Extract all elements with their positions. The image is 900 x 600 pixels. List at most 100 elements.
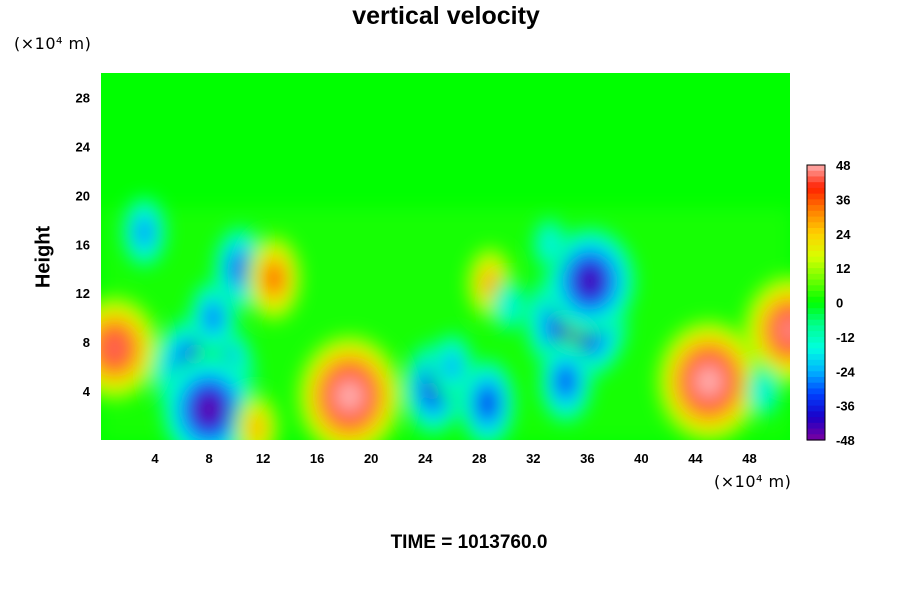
x-tick-label: 48 (742, 451, 756, 466)
colorbar-segment (807, 285, 825, 292)
colorbar-tick-label: 12 (836, 261, 850, 276)
colorbar-tick-label: 48 (836, 158, 850, 173)
y-tick-label: 12 (76, 286, 90, 301)
chart-title: vertical velocity (352, 2, 540, 30)
colorbar-tick-label: -24 (836, 364, 856, 379)
colorbar-segment (807, 411, 825, 418)
colorbar-segment (807, 336, 825, 344)
colorbar-segment (807, 365, 825, 372)
colorbar-segment (807, 331, 825, 338)
colorbar-segment (807, 313, 825, 321)
colorbar-segment (807, 222, 825, 229)
colorbar-segment (807, 245, 825, 252)
colorbar-segment (807, 216, 825, 223)
colorbar-tick-label: 36 (836, 192, 850, 207)
colorbar-tick-label: 0 (836, 296, 843, 311)
y-tick-label: 28 (76, 90, 90, 105)
colorbar-segment (807, 182, 825, 189)
colorbar-segment (807, 405, 825, 412)
colorbar-segment (807, 228, 825, 235)
x-tick-label: 32 (526, 451, 540, 466)
colorbar-segment (807, 342, 825, 349)
field-feature (745, 362, 781, 420)
x-tick-label: 40 (634, 451, 648, 466)
field-feature (245, 233, 303, 324)
colorbar-segment (807, 210, 825, 218)
colorbar-segment (807, 376, 825, 384)
colorbar-segment (807, 325, 825, 332)
y-axis-unit: (×10⁴ m) (14, 34, 92, 53)
y-tick-label: 24 (76, 139, 91, 154)
x-axis-unit: (×10⁴ m) (714, 472, 792, 491)
field-feature (233, 391, 280, 440)
field-feature (188, 278, 238, 357)
field-feature (101, 294, 161, 402)
x-tick-label: 16 (310, 451, 324, 466)
colorbar-segment (807, 296, 825, 304)
colorbar-segment (807, 428, 825, 435)
field-feature (656, 319, 762, 440)
field-feature (531, 216, 568, 273)
x-tick-label: 8 (205, 451, 212, 466)
field-feature (121, 195, 168, 269)
colorbar-segment (807, 187, 825, 195)
colorbar-segment (807, 394, 825, 401)
colorbar-segment (807, 256, 825, 263)
y-tick-label: 16 (76, 237, 90, 252)
colorbar-segment (807, 176, 825, 183)
x-tick-label: 12 (256, 451, 270, 466)
colorbar-segment (807, 199, 825, 206)
field-feature (742, 274, 790, 386)
colorbar-segment (807, 268, 825, 275)
field-feature (544, 227, 636, 335)
x-tick-label: 36 (580, 451, 594, 466)
colorbar-segment (807, 193, 825, 200)
colorbar-segment (807, 233, 825, 241)
colorbar-segment (807, 354, 825, 361)
x-tick-label: 4 (151, 451, 159, 466)
colorbar-segment (807, 205, 825, 212)
x-tick-label: 24 (418, 451, 433, 466)
colorbar-segment (807, 319, 825, 327)
colorbar-frame (806, 164, 826, 441)
heatmap-field (101, 73, 790, 440)
colorbar-segment (807, 302, 825, 309)
colorbar-segment (807, 308, 825, 315)
colorbar-segment (807, 250, 825, 258)
y-tick-label: 20 (76, 188, 90, 203)
x-tick-label: 28 (472, 451, 486, 466)
colorbar-tick-label: -36 (836, 399, 855, 414)
field-feature (538, 338, 593, 425)
colorbar-segment (807, 371, 825, 378)
colorbar-segment (807, 279, 825, 286)
field-feature (465, 244, 515, 323)
x-tick-label: 20 (364, 451, 378, 466)
colorbar-tick-label: -48 (836, 433, 855, 448)
colorbar: 48 36 24 12 0 -12 -24 -36 -48 (806, 158, 856, 448)
colorbar-segment (807, 422, 825, 430)
colorbar-segment (807, 399, 825, 407)
y-ticks: 4 8 12 16 20 24 28 (76, 90, 91, 399)
field-feature (458, 358, 516, 440)
colorbar-segment (807, 291, 825, 298)
field-feature (491, 277, 527, 334)
colorbar-segment (807, 382, 825, 390)
field-feature (161, 353, 257, 440)
y-tick-label: 4 (83, 384, 91, 399)
colorbar-segment (807, 417, 825, 424)
time-label: TIME = 1013760.0 (390, 532, 548, 553)
colorbar-tick-label: 24 (836, 227, 851, 242)
colorbar-segment (807, 170, 825, 178)
colorbar-segment (807, 239, 825, 246)
y-tick-label: 8 (83, 335, 90, 350)
colorbar-segment (807, 165, 825, 172)
x-tick-label: 44 (688, 451, 703, 466)
colorbar-segment (807, 273, 825, 281)
colorbar-segment (807, 388, 825, 395)
colorbar-tick-label: -12 (836, 330, 855, 345)
colorbar-segment (807, 359, 825, 367)
colorbar-segment (807, 348, 825, 355)
field-feature (430, 332, 474, 402)
colorbar-segment (807, 434, 825, 441)
x-ticks: 4 8 12 16 20 24 28 32 36 40 44 48 (151, 451, 756, 466)
